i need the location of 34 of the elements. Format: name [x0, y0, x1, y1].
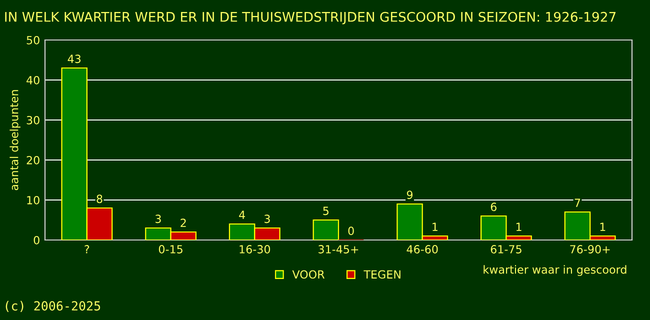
- data-label: 8: [96, 194, 102, 204]
- x-tick-label: 61-75: [490, 245, 522, 254]
- bar: [312, 219, 340, 240]
- y-tick-label: 10: [27, 196, 40, 204]
- y-axis-title: aantal doelpunten: [10, 90, 20, 190]
- x-tick-label: 16-30: [240, 245, 270, 254]
- chart-title: IN WELK KWARTIER WERD ER IN DE THUISWEDSTRIJDEN GESCOORD IN SEIZOEN: 1926-1927: [5, 12, 616, 24]
- text: (c) 2006-2025: [6, 300, 100, 312]
- data-label: 1: [600, 222, 606, 231]
- data-label: 4: [239, 210, 245, 219]
- y-tick-label: 20: [26, 156, 40, 164]
- x-tick-label: ?: [84, 245, 90, 254]
- data-label: 3: [264, 214, 270, 224]
- data-label: 6: [490, 202, 496, 212]
- x-axis-title: kwartier waar in gescoord: [484, 265, 626, 276]
- x-tick-label: 76-90+: [570, 245, 610, 254]
- data-label: 2: [180, 218, 186, 227]
- data-label: 7: [574, 198, 580, 207]
- x-tick-label: 46-60: [406, 245, 438, 254]
- y-tick-label: 30: [26, 116, 40, 124]
- data-label: 1: [432, 222, 438, 231]
- data-label: 0: [348, 226, 354, 236]
- data-label: 9: [406, 190, 413, 200]
- legend-label: TEGEN: [364, 270, 400, 279]
- data-label: 3: [156, 214, 161, 224]
- y-tick-label: 50: [26, 36, 40, 44]
- x-tick-label: 31-45+: [318, 245, 358, 254]
- data-label: 5: [323, 206, 328, 216]
- x-tick-label: 0-15: [158, 245, 182, 254]
- data-label: 1: [516, 222, 522, 231]
- y-tick-label: 0: [34, 236, 40, 244]
- legend-label: VOOR: [292, 270, 325, 279]
- y-tick-label: 40: [26, 76, 40, 84]
- data-label: 43: [68, 54, 81, 64]
